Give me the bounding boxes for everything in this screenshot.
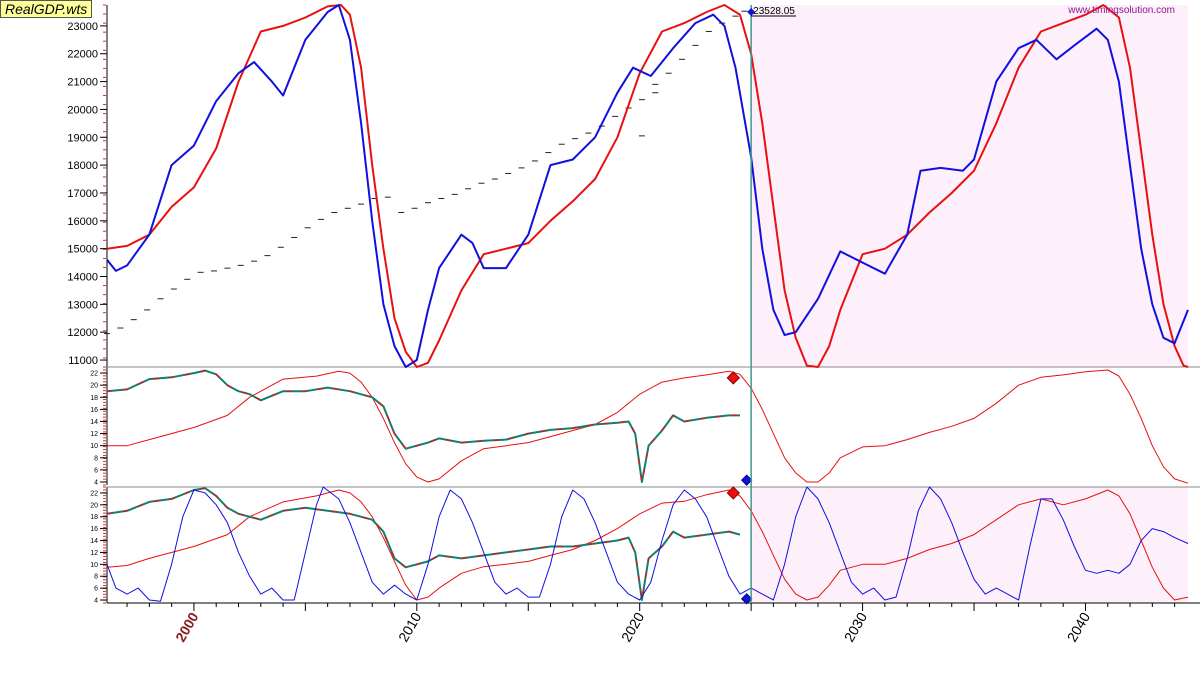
y-tick-label-main: 12000 <box>67 327 98 339</box>
file-name-label: RealGDP.wts <box>0 0 93 18</box>
y-tick-label-main: 22000 <box>67 49 98 61</box>
y-tick-label-main: 11000 <box>68 355 98 367</box>
y-tick-label-main: 19000 <box>67 132 98 144</box>
cursor-value-label: 23528.05 <box>753 6 795 17</box>
series-overlay-bottom <box>106 487 741 601</box>
series-layer <box>104 4 1189 602</box>
y-tick-label-bottom: 4 <box>94 598 98 605</box>
blue-diamond-marker-mid <box>740 474 753 486</box>
y-tick-label-bottom: 16 <box>90 526 98 533</box>
y-tick-label-mid: 8 <box>94 455 98 462</box>
series-line-bottom-blue <box>106 486 1189 602</box>
y-tick-label-main: 18000 <box>67 160 98 172</box>
x-tick-label: 2030 <box>841 609 871 644</box>
red-diamond-marker-mid <box>726 371 741 385</box>
y-tick-label-main: 14000 <box>67 272 98 284</box>
x-tick-label: 2010 <box>395 609 425 644</box>
y-tick-label-main: 16000 <box>67 216 98 228</box>
markers-layer <box>726 5 797 605</box>
y-tick-label-bottom: 8 <box>94 574 98 581</box>
y-tick-label-mid: 20 <box>90 383 98 390</box>
y-tick-label-main: 17000 <box>67 188 98 200</box>
y-tick-label-mid: 10 <box>90 443 98 450</box>
red-diamond-marker-bottom <box>726 486 741 500</box>
future-zone-bottom <box>751 487 1188 603</box>
y-tick-label-bottom: 12 <box>90 550 98 557</box>
series-line-mid-red <box>107 369 1189 484</box>
future-zone-layer <box>751 5 1188 603</box>
y-tick-label-mid: 14 <box>90 419 98 426</box>
site-watermark: www.timingsolution.com <box>1068 5 1175 16</box>
y-tick-label-mid: 6 <box>94 467 98 474</box>
series-line-mid-teal <box>106 369 740 483</box>
y-tick-label-bottom: 20 <box>90 502 98 509</box>
series-line-bottom-red <box>106 489 1189 601</box>
y-tick-label-main: 13000 <box>67 299 98 311</box>
y-tick-label-bottom: 10 <box>90 562 98 569</box>
y-tick-label-bottom: 14 <box>90 538 98 545</box>
x-tick-label: 2040 <box>1064 609 1094 644</box>
y-tick-label-mid: 4 <box>94 479 98 486</box>
y-tick-label-mid: 22 <box>90 371 98 378</box>
y-tick-label-bottom: 22 <box>90 490 98 497</box>
blue-diamond-marker-bottom <box>740 593 753 605</box>
y-tick-label-mid: 12 <box>90 431 98 438</box>
y-tick-label-bottom: 6 <box>94 586 98 593</box>
series-line-main-blue <box>106 4 1189 368</box>
future-zone-main <box>751 5 1188 367</box>
x-tick-label: 2020 <box>618 609 648 644</box>
y-tick-label-main: 23000 <box>67 21 98 33</box>
y-tick-label-mid: 16 <box>90 407 98 414</box>
y-tick-label-main: 15000 <box>67 244 98 256</box>
y-tick-label-bottom: 18 <box>90 514 98 521</box>
cursor-diamond <box>747 8 756 16</box>
y-tick-label-main: 20000 <box>67 104 98 116</box>
y-tick-label-mid: 18 <box>90 395 98 402</box>
x-tick-label: 2000 <box>172 609 202 644</box>
series-line-main-red <box>106 4 1189 368</box>
y-tick-label-main: 21000 <box>67 77 98 89</box>
series-overlay-mid <box>106 370 740 483</box>
axes-layer <box>100 4 1200 611</box>
